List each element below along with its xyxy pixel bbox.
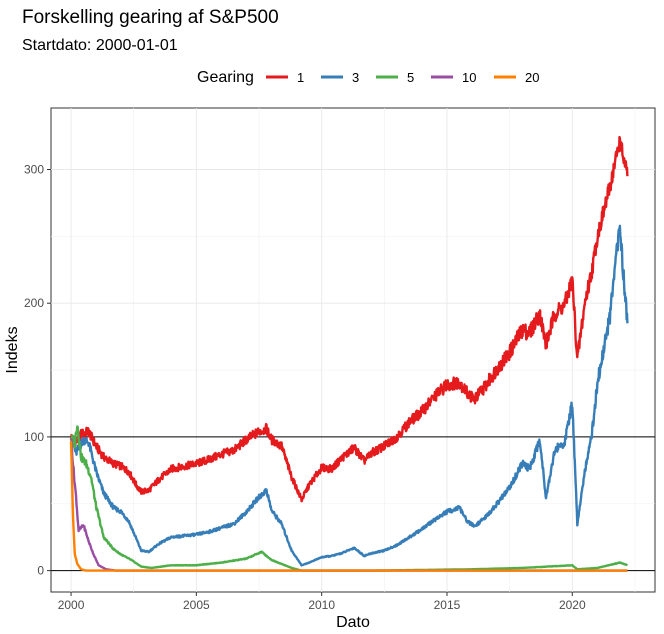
- y-tick-label: 0: [37, 564, 44, 578]
- x-tick-label: 2010: [308, 598, 335, 612]
- legend-label-10: 10: [462, 70, 476, 85]
- x-tick-label: 2020: [559, 598, 586, 612]
- series-line-20: [69, 441, 629, 572]
- series-lines: [69, 135, 629, 572]
- x-tick-label: 2000: [58, 598, 85, 612]
- legend-label-3: 3: [352, 70, 359, 85]
- y-tick-label: 300: [24, 163, 44, 177]
- plot-panel: [50, 107, 656, 593]
- series-line-3: [69, 224, 629, 567]
- chart-title: Forskelling gearing af S&P500: [22, 7, 279, 28]
- series-line-1: [69, 135, 629, 503]
- x-tick-label: 2015: [434, 598, 461, 612]
- x-tick-label: 2005: [183, 598, 210, 612]
- legend-label-5: 5: [407, 70, 414, 85]
- x-axis-title: Dato: [336, 614, 370, 631]
- legend-label-1: 1: [297, 70, 304, 85]
- chart-subtitle: Startdato: 2000-01-01: [22, 37, 178, 54]
- y-tick-label: 100: [24, 430, 44, 444]
- legend-label-20: 20: [525, 70, 539, 85]
- legend-title: Gearing: [197, 69, 254, 86]
- y-axis-title: Indeks: [4, 326, 21, 373]
- axes: 2000 2005 2010 2015 2020 0 100 200 300: [24, 163, 586, 612]
- y-tick-label: 200: [24, 296, 44, 310]
- legend: Gearing 1 3 5 10 20: [197, 69, 539, 86]
